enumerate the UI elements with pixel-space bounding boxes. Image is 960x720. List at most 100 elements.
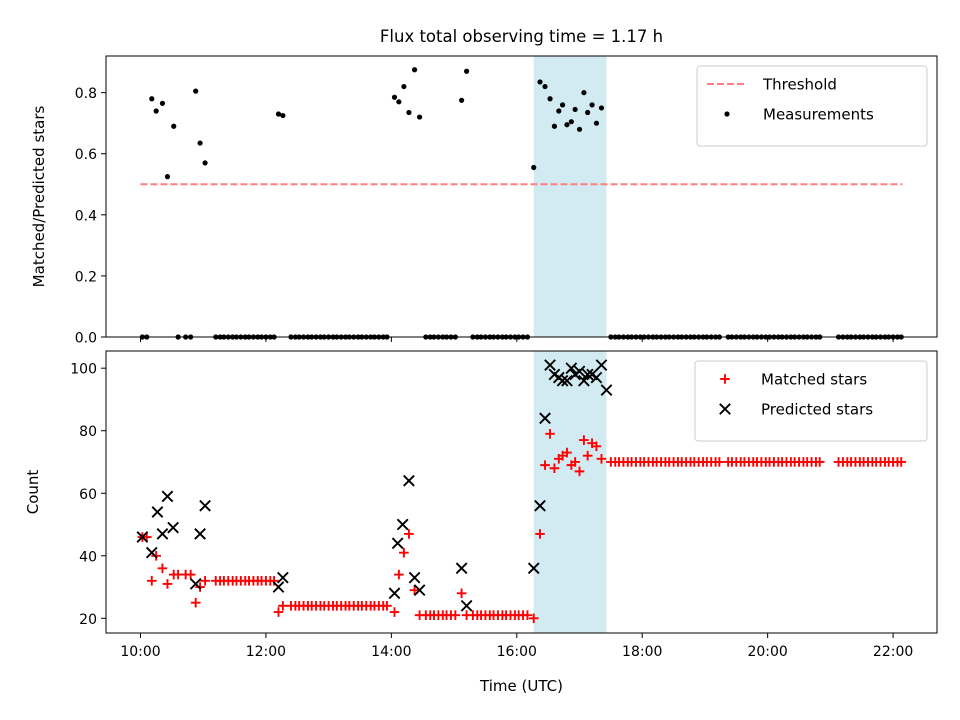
- data-point: [579, 435, 589, 445]
- series-measurements: [139, 67, 904, 340]
- data-point: [194, 528, 206, 540]
- data-point: [193, 88, 199, 94]
- data-point: [559, 102, 566, 108]
- legend-swatch: [724, 111, 730, 117]
- data-point: [190, 597, 201, 608]
- data-point: [595, 359, 608, 371]
- data-point: [459, 97, 465, 103]
- data-point: [197, 140, 203, 146]
- data-point: [456, 588, 467, 599]
- data-point: [460, 599, 473, 612]
- series-predicted-stars: [136, 359, 613, 612]
- data-point: [527, 562, 540, 575]
- data-point: [572, 106, 578, 113]
- data-point: [416, 114, 423, 120]
- data-point: [149, 96, 155, 102]
- y-tick-label: 60: [79, 487, 97, 503]
- data-point: [531, 164, 537, 171]
- legend: Matched stars Predicted stars: [694, 360, 928, 442]
- data-point: [396, 518, 409, 531]
- data-point: [404, 529, 414, 539]
- data-point: [151, 506, 164, 518]
- data-point: [189, 578, 202, 590]
- data-point: [382, 601, 392, 611]
- highlight-span: [533, 56, 607, 337]
- data-point: [185, 569, 196, 580]
- data-point: [403, 474, 415, 487]
- data-point: [273, 607, 284, 617]
- data-point: [537, 79, 543, 85]
- data-point: [153, 108, 159, 114]
- y-tick-label: 0.6: [75, 147, 97, 163]
- data-point: [545, 429, 555, 439]
- legend: Threshold Measurements: [696, 65, 928, 147]
- data-point: [399, 547, 409, 558]
- y-tick-label: 0.0: [75, 331, 97, 347]
- y-axis-label: Matched/Predicted stars: [30, 106, 48, 288]
- data-point: [573, 365, 586, 378]
- data-point: [578, 374, 590, 387]
- y-tick-label: 0.2: [75, 269, 97, 285]
- y-tick-label: 0.4: [75, 208, 97, 224]
- data-point: [896, 457, 907, 467]
- legend-swatch: [719, 403, 731, 415]
- data-point: [171, 123, 177, 129]
- series-matched-stars: [137, 429, 907, 624]
- data-point: [136, 531, 149, 543]
- data-point: [549, 463, 560, 474]
- x-axis-label: Time (UTC): [479, 677, 563, 695]
- data-point: [391, 94, 398, 100]
- legend-label: Measurements: [763, 106, 874, 124]
- data-point: [544, 359, 556, 371]
- data-point: [406, 109, 412, 116]
- data-point: [162, 579, 173, 589]
- data-point: [570, 457, 580, 467]
- data-point: [394, 569, 404, 580]
- legend-label: Threshold: [762, 76, 837, 94]
- data-point: [591, 441, 602, 452]
- data-point: [157, 563, 168, 574]
- data-point: [200, 575, 210, 586]
- data-point: [409, 585, 420, 595]
- data-point: [542, 83, 548, 90]
- data-point: [156, 528, 169, 540]
- data-point: [590, 371, 603, 384]
- data-point: [272, 581, 285, 593]
- data-point: [581, 368, 594, 381]
- data-point: [574, 466, 585, 477]
- data-point: [565, 362, 578, 375]
- data-point: [408, 571, 421, 584]
- data-point: [581, 90, 587, 96]
- data-point: [551, 123, 558, 129]
- data-point: [535, 529, 545, 539]
- legend-frame: [696, 65, 928, 147]
- figure-title: Flux total observing time = 1.17 h: [380, 27, 663, 46]
- data-point: [589, 102, 595, 108]
- data-point: [561, 374, 573, 387]
- legend-frame: [694, 360, 928, 442]
- data-point: [562, 447, 572, 458]
- data-point: [280, 112, 286, 119]
- data-point: [714, 457, 725, 467]
- axes-frame: [105, 350, 938, 634]
- data-point: [556, 108, 562, 114]
- highlight-span: [533, 351, 607, 633]
- data-point: [396, 99, 402, 105]
- x-tick-label: 14:00: [371, 644, 411, 660]
- data-point: [202, 160, 208, 166]
- bottom-panel-count: 20 40 60 80 100 10:00 12:00 14:00 16:00 18:00 20:0…: [24, 350, 938, 695]
- data-point: [401, 83, 407, 90]
- y-tick-label: 40: [79, 549, 97, 565]
- y-tick-label: 80: [79, 424, 97, 440]
- data-point: [411, 67, 418, 73]
- legend-label: Predicted stars: [761, 401, 873, 419]
- x-tick-label: 10:00: [120, 644, 160, 660]
- data-point: [593, 120, 600, 126]
- data-point: [164, 174, 171, 180]
- x-tick-label: 22:00: [873, 644, 913, 660]
- x-tick-label: 18:00: [622, 644, 662, 660]
- axes-frame: [105, 55, 938, 338]
- data-point: [534, 499, 546, 512]
- data-point: [547, 96, 553, 102]
